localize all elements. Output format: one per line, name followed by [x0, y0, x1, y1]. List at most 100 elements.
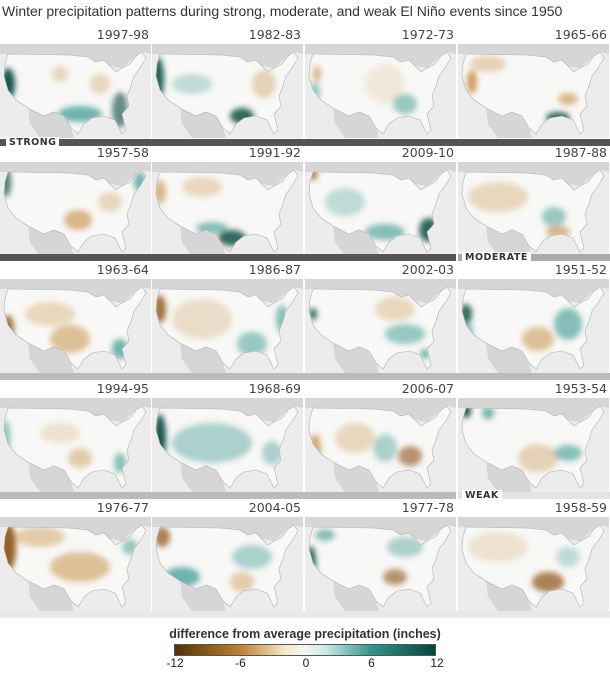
panel-year-label: 1997-98 — [96, 27, 149, 42]
panel-year-label: 2006-07 — [401, 381, 454, 396]
anomaly-region — [50, 552, 110, 582]
anomaly-region — [542, 207, 566, 227]
anomaly-region — [156, 180, 166, 204]
anomaly-region — [230, 108, 254, 124]
map-panel-1991-92: 1991-92 — [152, 145, 303, 256]
anomaly-region — [558, 93, 578, 105]
anomaly-region — [156, 295, 166, 323]
anomaly-region — [58, 106, 102, 122]
anomaly-region — [556, 547, 580, 567]
anomaly-region — [365, 224, 405, 240]
anomaly-region — [335, 423, 375, 453]
legend-tick: -12 — [166, 656, 184, 670]
anomaly-region — [156, 57, 164, 101]
legend-tick: 12 — [430, 656, 444, 670]
legend-colorbar — [174, 644, 436, 656]
moderate-divider — [458, 254, 610, 261]
anomaly-region — [554, 445, 582, 461]
anomaly-region — [4, 315, 14, 343]
anomaly-region — [383, 569, 407, 585]
anomaly-region — [172, 299, 232, 339]
page-title: Winter precipitation patterns during str… — [2, 3, 563, 19]
anomaly-region — [172, 423, 252, 463]
map-panel-1963-64: 1963-64 — [0, 262, 151, 373]
weak-label: WEAK — [462, 490, 502, 501]
anomaly-region — [237, 332, 267, 356]
anomaly-region — [309, 434, 321, 462]
precipitation-map — [458, 279, 609, 373]
legend-ticks: -12 -6 0 6 12 — [150, 656, 460, 670]
color-legend: difference from average precipitation (i… — [150, 627, 460, 670]
anomaly-region — [4, 525, 16, 571]
precipitation-map — [0, 44, 151, 138]
precipitation-map — [305, 162, 456, 256]
anomaly-region — [518, 444, 558, 472]
anomaly-region — [40, 423, 80, 443]
map-panel-1982-83: 1982-83 — [152, 27, 303, 138]
panel-year-label: 2002-03 — [401, 262, 454, 277]
anomaly-region — [365, 64, 405, 104]
panel-year-label: 1982-83 — [248, 27, 301, 42]
anomaly-region — [373, 434, 397, 462]
panel-year-label: 2009-10 — [401, 145, 454, 160]
anomaly-region — [462, 304, 472, 324]
map-panel-2006-07: 2006-07 — [305, 381, 456, 492]
precipitation-map — [152, 517, 303, 611]
precipitation-map — [458, 517, 609, 611]
anomaly-region — [467, 70, 477, 94]
precipitation-map — [0, 279, 151, 373]
precipitation-map — [0, 162, 151, 256]
panel-year-label: 1987-88 — [554, 145, 607, 160]
precipitation-map — [458, 44, 609, 138]
precipitation-map — [152, 162, 303, 256]
anomaly-region — [313, 66, 321, 82]
moderate-divider-2 — [0, 373, 610, 380]
panel-year-label: 1977-78 — [401, 500, 454, 515]
anomaly-region — [375, 297, 415, 321]
anomaly-region — [482, 407, 494, 419]
map-panel-1976-77: 1976-77 — [0, 500, 151, 611]
precipitation-map — [305, 398, 456, 492]
panel-year-label: 1994-95 — [96, 381, 149, 396]
precipitation-map — [458, 162, 609, 256]
map-panel-1972-73: 1972-73 — [305, 27, 456, 138]
anomaly-region — [315, 529, 335, 541]
map-panel-1977-78: 1977-78 — [305, 500, 456, 611]
anomaly-region — [232, 545, 272, 569]
anomaly-region — [114, 453, 126, 473]
anomaly-region — [532, 572, 564, 592]
panel-year-label: 1953-54 — [554, 381, 607, 396]
anomaly-region — [64, 210, 92, 230]
panel-year-label: 1965-66 — [554, 27, 607, 42]
anomaly-region — [262, 441, 282, 465]
precipitation-map — [0, 398, 151, 492]
strong-label: STRONG — [6, 137, 60, 148]
panel-year-label: 1958-59 — [554, 500, 607, 515]
precipitation-map — [305, 44, 456, 138]
map-panel-1997-98: 1997-98 — [0, 27, 151, 138]
legend-title: difference from average precipitation (i… — [169, 627, 441, 641]
map-panel-2009-10: 2009-10 — [305, 145, 456, 256]
anomaly-region — [134, 172, 146, 192]
anomaly-region — [4, 170, 11, 197]
anomaly-region — [25, 302, 75, 326]
anomaly-region — [252, 70, 276, 98]
anomaly-region — [276, 305, 288, 333]
anomaly-region — [98, 192, 122, 212]
panel-year-label: 1957-58 — [96, 145, 149, 160]
map-panel-1957-58: 1957-58 — [0, 145, 151, 256]
anomaly-region — [470, 56, 506, 72]
panel-year-label: 1951-52 — [554, 262, 607, 277]
anomaly-region — [463, 322, 473, 346]
precipitation-map — [152, 279, 303, 373]
panel-year-label: 1991-92 — [248, 145, 301, 160]
panel-year-label: 2004-05 — [248, 500, 301, 515]
precipitation-map — [152, 398, 303, 492]
map-panel-1958-59: 1958-59 — [458, 500, 609, 611]
anomaly-region — [172, 74, 212, 94]
anomaly-region — [68, 448, 92, 468]
precipitation-map — [152, 44, 303, 138]
map-panel-1968-69: 1968-69 — [152, 381, 303, 492]
panel-year-label: 1963-64 — [96, 262, 149, 277]
map-panel-2002-03: 2002-03 — [305, 262, 456, 373]
